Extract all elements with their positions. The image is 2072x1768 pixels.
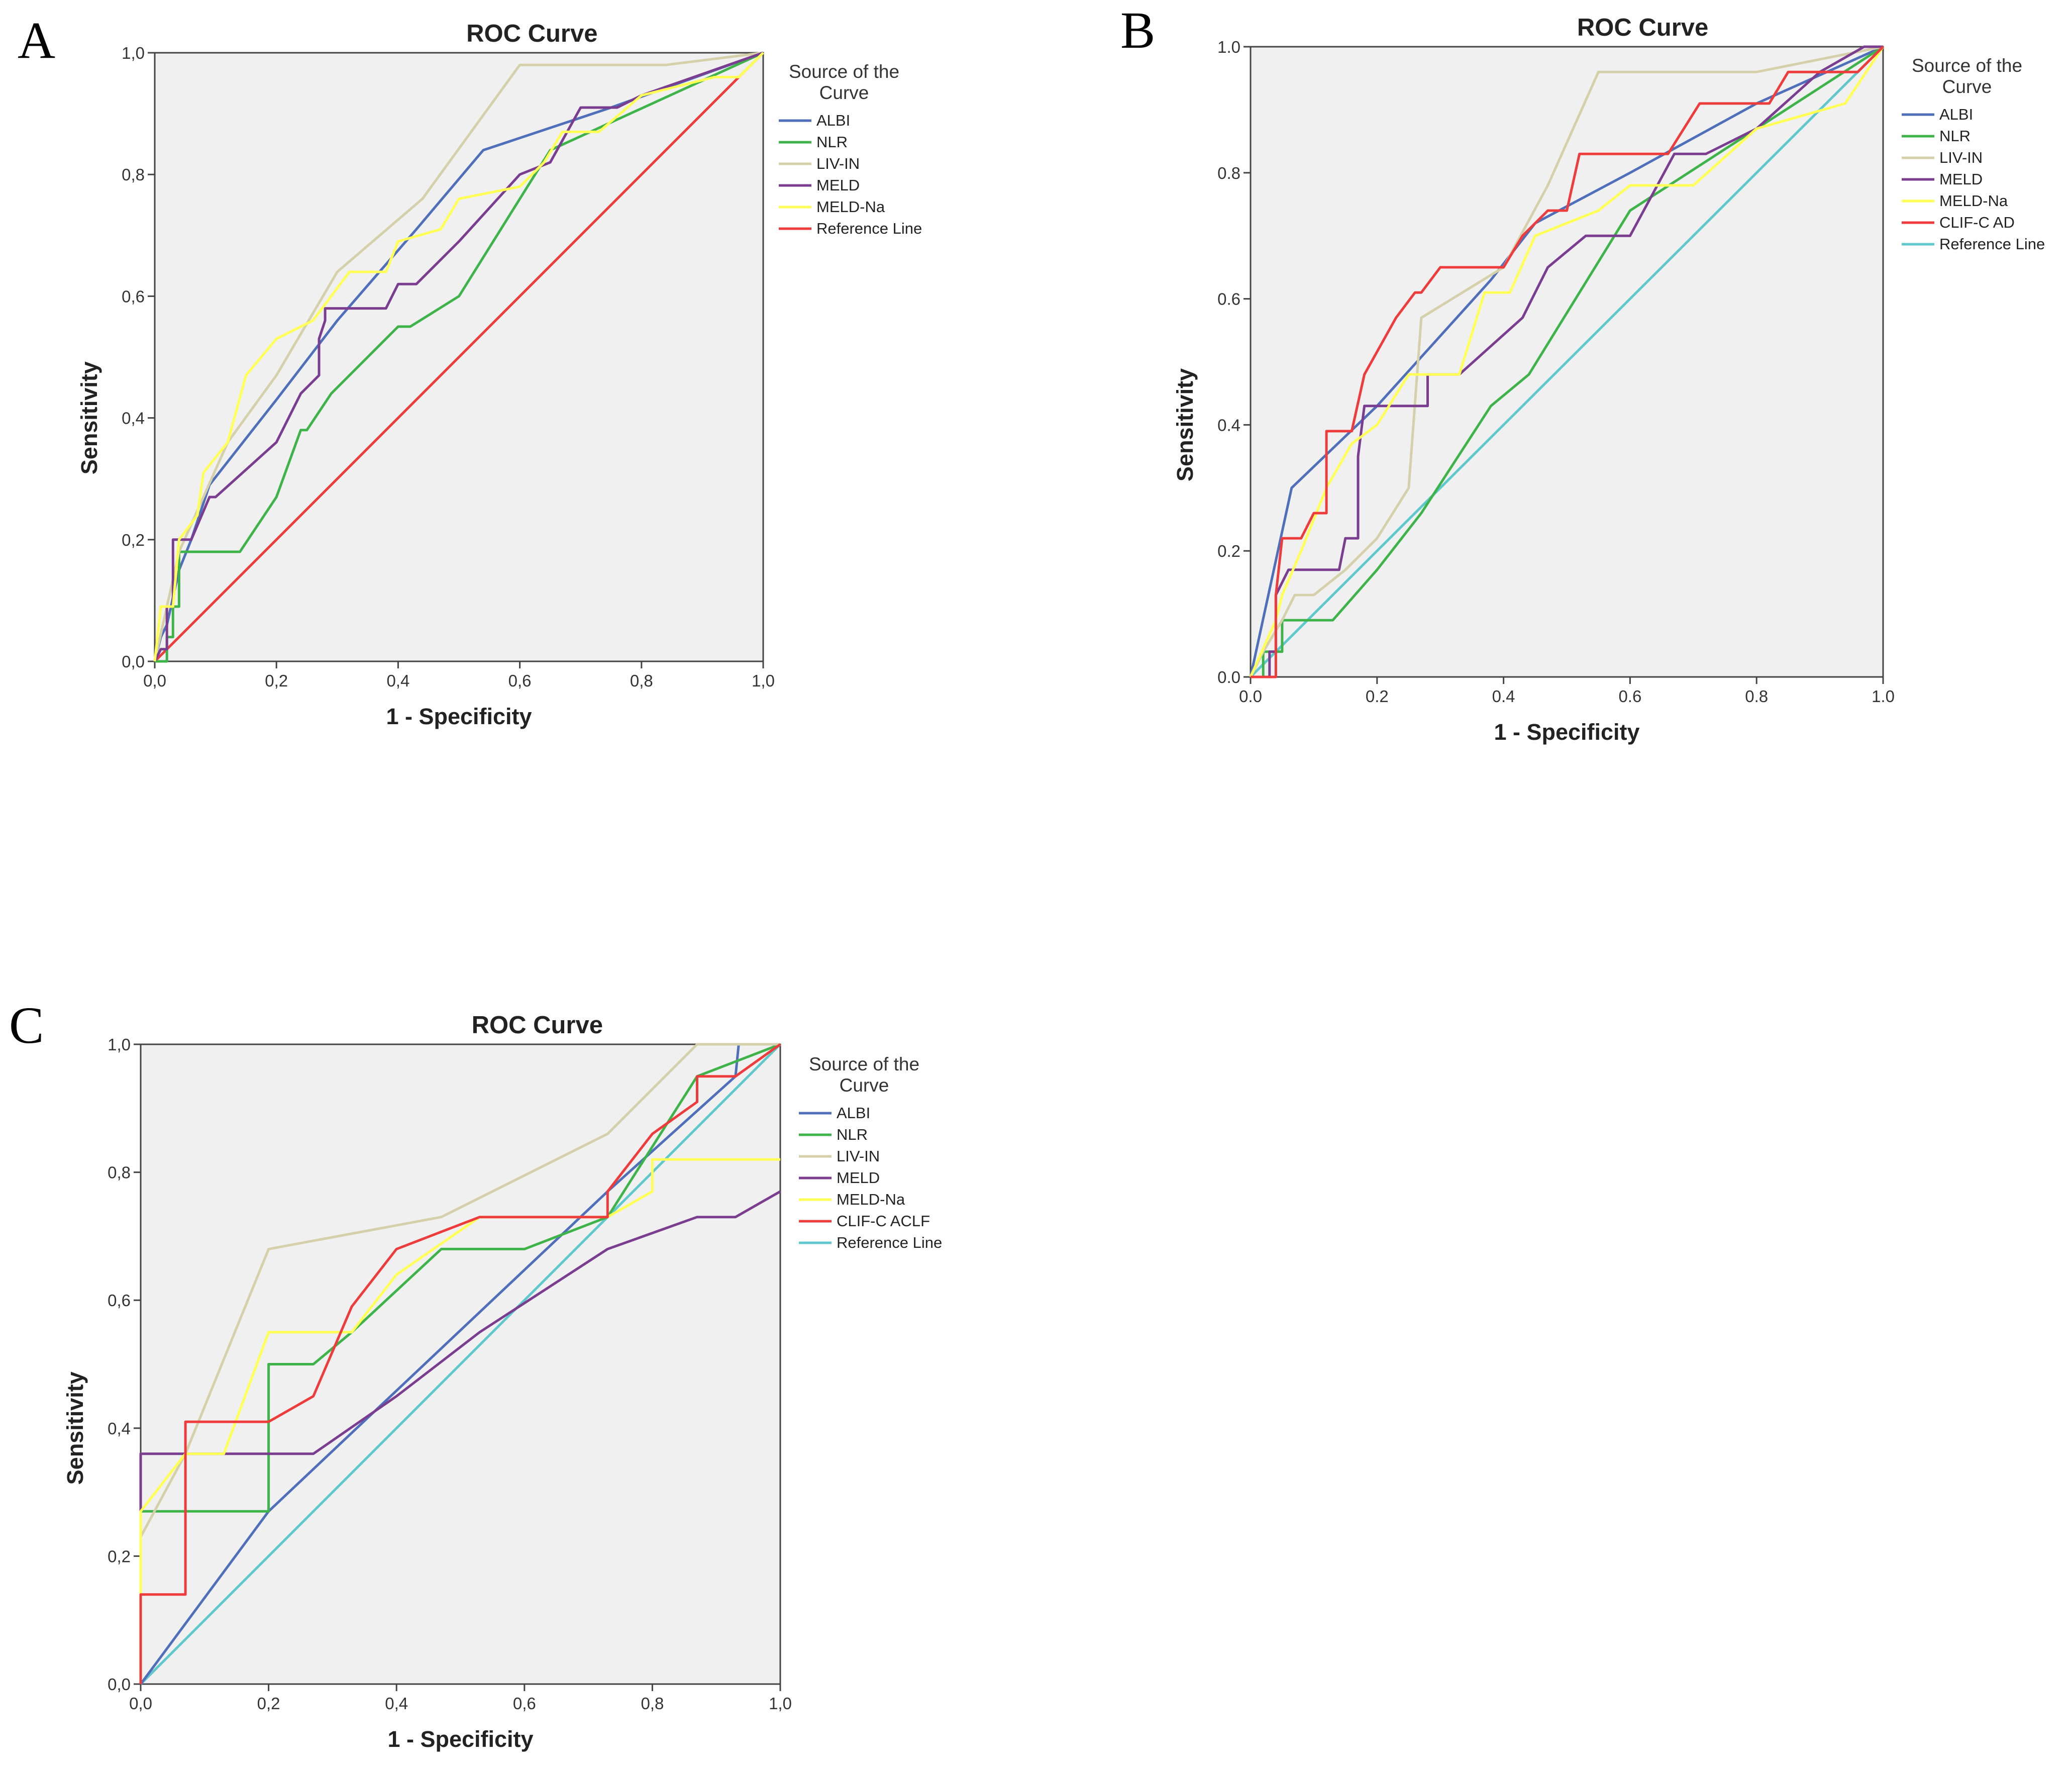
panel-c-y-tick-label: 0,0 [108,1675,131,1694]
panel-a-letter: A [18,12,55,69]
panel-c-x-tick-label: 0,8 [641,1694,664,1713]
panel-a-legend-label-reference-line: Reference Line [816,220,922,237]
panel-a-series-liv-in [153,51,764,662]
panel-c-x-tick-label: 0,0 [129,1694,152,1713]
panel-a-x-tick-label: 0,2 [265,671,288,690]
panel-a-x-tick-label: 0,0 [143,671,166,690]
panel-c-letter: C [9,997,44,1054]
panel-c-legend-label-albi: ALBI [837,1104,870,1122]
panel-b-y-tick-label: 0.2 [1217,542,1240,560]
panel-b-y-tick-label: 0.4 [1217,416,1240,434]
panel-b-y-tick-label: 0.0 [1217,668,1240,686]
panel-b-legend-label-reference-line: Reference Line [1939,235,2045,253]
panel-a-x-tick-label: 1,0 [752,671,775,690]
panel-c-x-tick-label: 0,2 [257,1694,280,1713]
panel-c-series-meld-na [139,1158,780,1684]
panel-a-y-tick-label: 0,4 [122,409,145,428]
panel-b-legend-title: Curve [1942,76,1992,97]
panel-b-x-tick-label: 0.0 [1239,687,1262,706]
panel-c-legend-label-reference-line: Reference Line [837,1234,942,1251]
panel-c-y-tick-label: 0,4 [108,1419,131,1438]
panel-c: C ROC Curve 0,0 0,2 0,4 0,6 0,8 1,0 0,0 0,2 0,4 0,… [9,997,942,1752]
panel-a: A ROC Curve 0,0 0,2 0,4 0,6 0,8 1,0 0,0 0,2 0,4 0,… [18,12,922,729]
panel-c-legend-label-clif-c-aclf: CLIF-C ACLF [837,1212,930,1230]
panel-b-x-tick-label: 1.0 [1872,687,1895,706]
panel-a-legend-label-nlr: NLR [816,133,848,151]
panel-c-y-tick-label: 0,2 [108,1547,131,1565]
panel-a-legend-label-meld: MELD [816,176,860,194]
panel-a-legend-label-meld-na: MELD-Na [816,198,885,216]
panel-c-title: ROC Curve [472,1012,603,1039]
panel-c-series-reference-line [140,1043,781,1685]
panel-a-x-tick-label: 0,8 [630,671,653,690]
panel-b-legend-label-liv-in: LIV-IN [1939,149,1983,166]
panel-c-y-tick-label: 0,6 [108,1291,131,1310]
panel-a-series-reference-line [154,52,764,662]
panel-b-y-tick-label: 1.0 [1217,38,1240,56]
panel-c-legend-label-liv-in: LIV-IN [837,1147,880,1165]
panel-b-y-tick-label: 0.6 [1217,290,1240,309]
panel-b-series-reference-line [1250,46,1884,678]
panel-c-x-tick-label: 0,4 [385,1694,408,1713]
panel-b-x-axis-label: 1 - Specificity [1494,719,1639,745]
panel-a-legend-label-liv-in: LIV-IN [816,155,860,172]
panel-b-legend-label-meld-na: MELD-Na [1939,192,2008,210]
panel-b-legend-label-albi: ALBI [1939,106,1973,123]
panel-a-series-nlr [155,51,764,663]
panel-b-legend-label-nlr: NLR [1939,127,1971,145]
panel-a-x-tick-label: 0,4 [386,671,409,690]
panel-a-y-tick-label: 0,0 [122,652,145,671]
panel-b-letter: B [1120,2,1155,59]
panel-b: B ROC Curve 0.0 0.2 0.4 0.6 0.8 1.0 0.0 0.2 0.4 0.… [1120,2,2045,745]
panel-c-y-tick-label: 1,0 [108,1035,131,1054]
panel-a-x-axis-label: 1 - Specificity [386,704,532,729]
panel-b-x-tick-label: 0.6 [1618,687,1641,706]
panel-c-x-axis-label: 1 - Specificity [387,1726,533,1752]
panel-a-legend-title: Source of the [789,61,899,82]
panel-c-legend-title: Curve [840,1075,889,1096]
panel-c-x-tick-label: 1,0 [769,1694,792,1713]
panel-b-legend-title: Source of the [1912,55,2022,76]
panel-b-series-clif-c-ad [1251,46,1884,678]
panel-b-y-tick-label: 0.8 [1217,164,1240,182]
panel-a-y-axis-label: Sensitivity [76,361,102,474]
panel-c-series-liv-in [139,1043,780,1684]
panel-a-y-tick-label: 0,8 [122,165,145,184]
panel-a-title: ROC Curve [466,20,597,47]
panel-a-legend-title: Curve [819,82,869,103]
panel-b-series-liv-in [1249,45,1884,678]
panel-a-series-meld-na [153,52,764,662]
panel-a-x-tick-label: 0,6 [508,671,532,690]
panel-b-x-tick-label: 0.4 [1492,687,1515,706]
panel-a-legend-label-albi: ALBI [816,112,850,129]
panel-c-legend-label-meld: MELD [837,1169,880,1187]
panel-c-legend-label-nlr: NLR [837,1126,868,1143]
panel-a-y-tick-label: 1,0 [122,44,145,62]
panel-c-y-tick-label: 0,8 [108,1163,131,1182]
panel-c-legend-title: Source of the [809,1054,919,1074]
panel-a-y-tick-label: 0,6 [122,287,145,306]
panel-b-x-tick-label: 0.8 [1745,687,1768,706]
panel-c-series-clif-c-aclf [139,1043,781,1684]
panel-b-legend-label-meld: MELD [1939,170,1983,188]
panel-c-legend-label-meld-na: MELD-Na [837,1191,905,1208]
panel-c-y-axis-label: Sensitivity [62,1371,88,1485]
panel-b-title: ROC Curve [1577,14,1708,41]
panel-b-y-axis-label: Sensitivity [1172,368,1198,481]
panel-b-series-meld-na [1249,46,1885,678]
panel-c-x-tick-label: 0,6 [513,1694,536,1713]
panel-a-y-tick-label: 0,2 [122,531,145,549]
panel-b-x-tick-label: 0.2 [1366,687,1389,706]
panel-b-legend-label-clif-c-ad: CLIF-C AD [1939,214,2015,231]
